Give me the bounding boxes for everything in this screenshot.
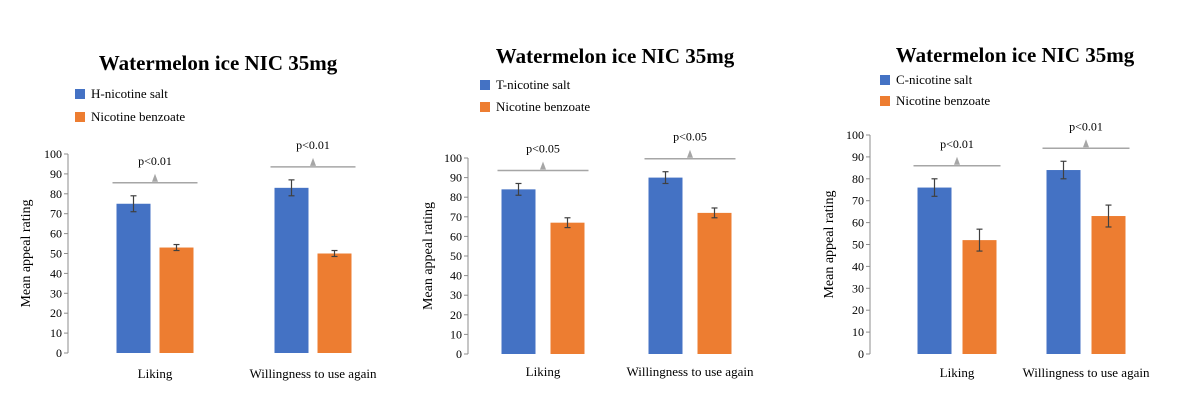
y-tick-label: 50 bbox=[50, 247, 62, 261]
x-category-label: Willingness to use again bbox=[1023, 365, 1150, 380]
bar-series1-2 bbox=[1046, 170, 1081, 354]
y-tick-label: 10 bbox=[50, 326, 62, 340]
bar-chart-1: Watermelon ice NIC 35mg H-nicotine salt Ni… bbox=[19, 51, 377, 381]
chart-title: Watermelon ice NIC 35mg bbox=[496, 44, 735, 68]
significance-marker bbox=[540, 161, 546, 170]
y-tick-label: 30 bbox=[852, 281, 864, 295]
y-axis-title: Mean appeal rating bbox=[421, 202, 436, 310]
bar-series1-2 bbox=[274, 187, 309, 353]
y-tick-label: 40 bbox=[450, 269, 462, 283]
y-axis-title: Mean appeal rating bbox=[19, 199, 34, 307]
chart-title: Watermelon ice NIC 35mg bbox=[99, 51, 338, 75]
y-axis-title: Mean appeal rating bbox=[822, 190, 837, 298]
y-tick-label: 10 bbox=[450, 327, 462, 341]
significance-marker bbox=[310, 157, 316, 166]
significance-label: p<0.01 bbox=[296, 138, 330, 152]
y-tick-label: 100 bbox=[44, 147, 62, 161]
legend-swatch-2 bbox=[480, 102, 490, 112]
y-tick-label: 80 bbox=[50, 187, 62, 201]
y-tick-label: 80 bbox=[450, 190, 462, 204]
y-tick-label: 60 bbox=[852, 216, 864, 230]
significance-label: p<0.01 bbox=[1069, 119, 1103, 133]
y-tick-label: 30 bbox=[50, 286, 62, 300]
y-tick-label: 20 bbox=[450, 308, 462, 322]
significance-marker bbox=[152, 173, 158, 182]
y-tick-label: 100 bbox=[846, 128, 864, 142]
bar-series2-2 bbox=[317, 253, 352, 353]
y-tick-label: 50 bbox=[852, 238, 864, 252]
bar-series1-1 bbox=[501, 189, 536, 354]
significance-marker bbox=[1083, 139, 1089, 148]
y-tick-label: 90 bbox=[852, 150, 864, 164]
x-category-label: Willingness to use again bbox=[250, 366, 377, 381]
bar-series2-1 bbox=[159, 247, 194, 353]
y-tick-label: 100 bbox=[444, 151, 462, 165]
x-category-label: Liking bbox=[940, 365, 975, 380]
bar-series1-1 bbox=[917, 187, 952, 354]
chart-panel-2: Watermelon ice NIC 35mg T-nicotine salt Ni… bbox=[400, 0, 800, 409]
bar-series2-1 bbox=[550, 222, 585, 354]
bar-series2-1 bbox=[962, 240, 997, 354]
y-tick-label: 10 bbox=[852, 325, 864, 339]
y-tick-label: 90 bbox=[450, 171, 462, 185]
y-tick-label: 30 bbox=[450, 288, 462, 302]
legend-swatch-2 bbox=[75, 112, 85, 122]
y-tick-label: 20 bbox=[50, 306, 62, 320]
bar-series2-2 bbox=[697, 212, 732, 354]
y-tick-label: 0 bbox=[456, 347, 462, 361]
bar-series1-2 bbox=[648, 177, 683, 354]
significance-label: p<0.05 bbox=[673, 130, 707, 144]
bar-series1-1 bbox=[116, 203, 151, 353]
y-tick-label: 0 bbox=[56, 346, 62, 360]
chart-panel-3: Watermelon ice NIC 35mg C-nicotine salt Ni… bbox=[800, 0, 1200, 409]
significance-label: p<0.05 bbox=[526, 141, 560, 155]
y-tick-label: 40 bbox=[852, 259, 864, 273]
x-category-label: Willingness to use again bbox=[627, 364, 754, 379]
bar-chart-3: Watermelon ice NIC 35mg C-nicotine salt Ni… bbox=[822, 43, 1150, 380]
significance-label: p<0.01 bbox=[138, 154, 172, 168]
legend-swatch-2 bbox=[880, 96, 890, 106]
bar-chart-2: Watermelon ice NIC 35mg T-nicotine salt Ni… bbox=[421, 44, 754, 379]
y-tick-label: 70 bbox=[450, 210, 462, 224]
chart-panel-1: Watermelon ice NIC 35mg H-nicotine salt Ni… bbox=[0, 0, 400, 409]
significance-label: p<0.01 bbox=[940, 137, 974, 151]
y-tick-label: 60 bbox=[450, 229, 462, 243]
x-category-label: Liking bbox=[526, 364, 561, 379]
significance-marker bbox=[687, 149, 693, 158]
legend-label-1: H-nicotine salt bbox=[91, 86, 168, 101]
bar-series2-2 bbox=[1091, 216, 1126, 354]
y-tick-label: 60 bbox=[50, 227, 62, 241]
legend-swatch-1 bbox=[880, 75, 890, 85]
y-tick-label: 40 bbox=[50, 266, 62, 280]
legend-swatch-1 bbox=[75, 89, 85, 99]
legend-swatch-1 bbox=[480, 80, 490, 90]
y-tick-label: 0 bbox=[858, 347, 864, 361]
y-tick-label: 50 bbox=[450, 249, 462, 263]
legend-label-1: T-nicotine salt bbox=[496, 77, 571, 92]
legend-label-1: C-nicotine salt bbox=[896, 72, 973, 87]
legend-label-2: Nicotine benzoate bbox=[896, 93, 990, 108]
x-category-label: Liking bbox=[138, 366, 173, 381]
significance-marker bbox=[954, 156, 960, 165]
legend-label-2: Nicotine benzoate bbox=[91, 109, 185, 124]
y-tick-label: 70 bbox=[852, 194, 864, 208]
legend-label-2: Nicotine benzoate bbox=[496, 99, 590, 114]
y-tick-label: 20 bbox=[852, 303, 864, 317]
y-tick-label: 70 bbox=[50, 207, 62, 221]
y-tick-label: 80 bbox=[852, 172, 864, 186]
y-tick-label: 90 bbox=[50, 167, 62, 181]
chart-title: Watermelon ice NIC 35mg bbox=[896, 43, 1135, 67]
